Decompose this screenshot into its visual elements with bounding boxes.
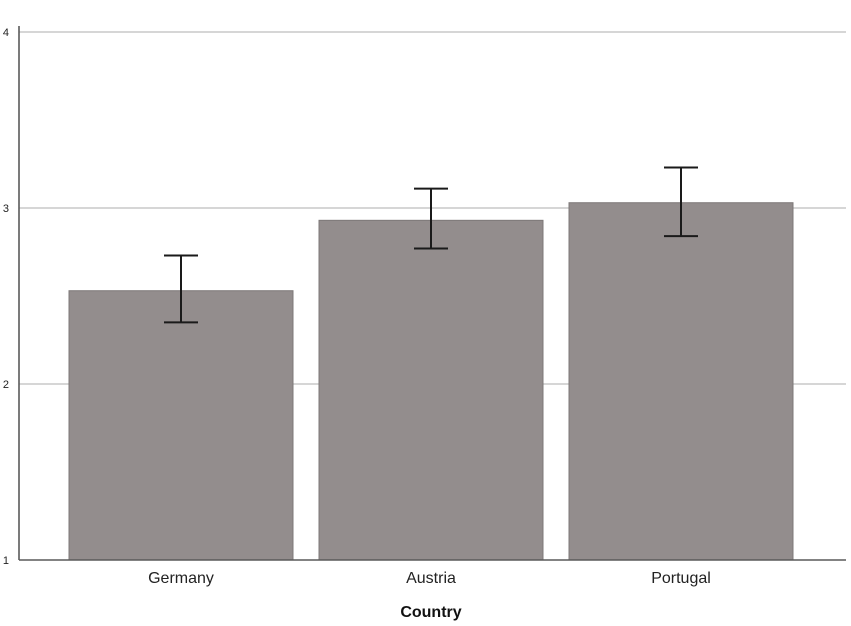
y-tick-label-2: 2 — [3, 379, 9, 391]
error-bar-austria — [414, 187, 448, 250]
bar-germany — [68, 290, 294, 561]
x-tick-label-austria: Austria — [406, 570, 456, 587]
axes — [18, 26, 846, 561]
bar-portugal — [568, 202, 794, 561]
y-tick-label-4: 4 — [3, 27, 9, 39]
error-bar-portugal — [664, 166, 698, 238]
y-tick-label-1: 1 — [3, 555, 9, 567]
x-tick-label-germany: Germany — [148, 570, 214, 587]
error-bars — [164, 166, 698, 324]
x-tick-label-portugal: Portugal — [651, 570, 711, 587]
y-tick-labels: 1 2 3 4 — [3, 27, 9, 567]
bars — [68, 202, 794, 561]
x-axis-title: Country — [400, 604, 461, 621]
x-tick-labels: Germany Austria Portugal — [148, 570, 711, 587]
y-tick-label-3: 3 — [3, 203, 9, 215]
error-bar-germany — [164, 254, 198, 324]
bar-austria — [318, 219, 544, 561]
